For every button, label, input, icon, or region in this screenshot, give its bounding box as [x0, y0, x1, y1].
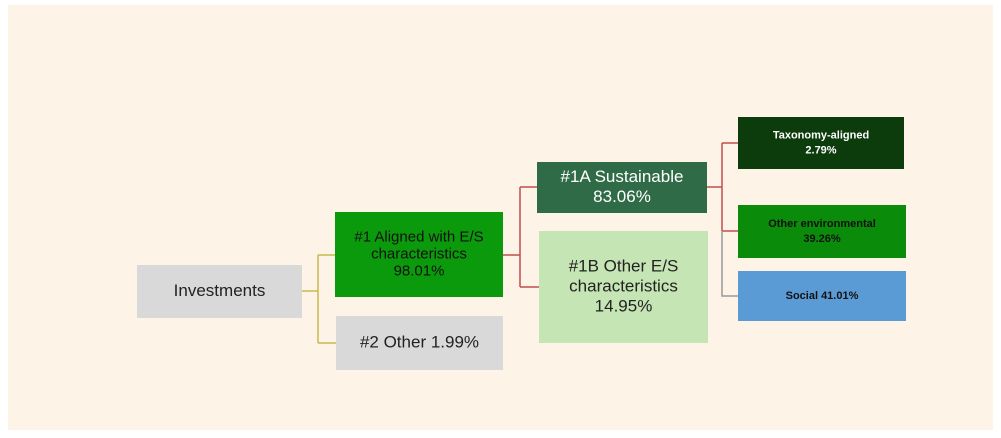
- node-label: #1A Sustainable: [561, 167, 684, 186]
- node-label: Social 41.01%: [786, 290, 859, 302]
- node-label: #2 Other 1.99%: [360, 332, 479, 351]
- node-label: 14.95%: [595, 296, 653, 315]
- connectors: [302, 142, 738, 344]
- node: Social 41.01%: [738, 271, 906, 321]
- node-box: [336, 316, 503, 370]
- node-label: Other environmental: [768, 218, 876, 230]
- node-label: 2.79%: [805, 144, 836, 156]
- node-label: #1 Aligned with E/S: [354, 228, 483, 245]
- nodes: Investments#1 Aligned with E/Scharacteri…: [137, 117, 906, 370]
- node-label: 83.06%: [593, 187, 651, 206]
- connector: [503, 186, 539, 288]
- node-box: [738, 271, 906, 321]
- node-label: Investments: [174, 281, 266, 300]
- node: Other environmental 39.26%: [738, 205, 906, 258]
- node-box: [137, 265, 302, 318]
- connector: [302, 254, 336, 344]
- connector: [707, 142, 738, 232]
- node-box: [738, 205, 906, 258]
- node-box: [335, 212, 503, 297]
- node: Taxonomy-aligned 2.79%: [738, 117, 904, 169]
- node-label: 98.01%: [394, 262, 445, 279]
- node: #2 Other 1.99%: [336, 316, 503, 370]
- node-box: [738, 117, 904, 169]
- node-label: #1B Other E/S: [569, 256, 679, 275]
- connector: [721, 231, 738, 297]
- node-label: 39.26%: [803, 233, 841, 245]
- node-label: characteristics: [371, 245, 467, 262]
- node: Investments: [137, 265, 302, 318]
- node-box: [537, 162, 707, 213]
- node-box: [539, 231, 708, 343]
- node-label: Taxonomy-aligned: [773, 129, 869, 141]
- node-label: characteristics: [569, 276, 678, 295]
